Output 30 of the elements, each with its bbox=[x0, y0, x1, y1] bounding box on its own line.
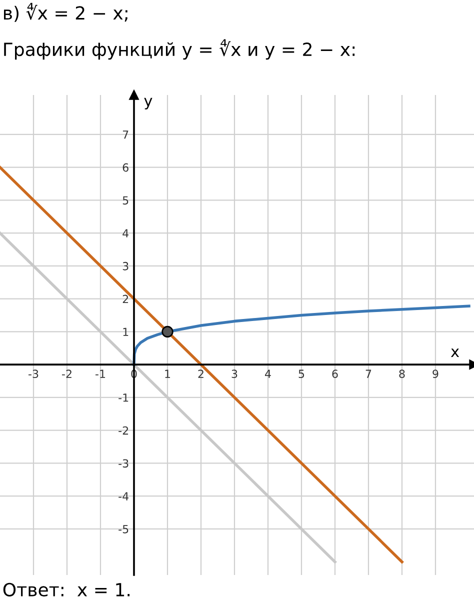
y-tick-label: -1 bbox=[118, 394, 128, 402]
x-tick-label: 8 bbox=[399, 370, 405, 378]
x-tick-label: 1 bbox=[165, 370, 170, 378]
y-tick-label: -2 bbox=[118, 426, 128, 435]
y-tick-label: -4 bbox=[118, 492, 129, 500]
y-tick-label: 1 bbox=[123, 328, 128, 336]
x-tick-label: 3 bbox=[232, 370, 238, 378]
y-tick-label: 5 bbox=[122, 196, 128, 205]
x-tick-label: 7 bbox=[366, 370, 372, 378]
chart-title: в) ∜x = 2 − x; bbox=[4, 2, 128, 22]
chart-subtitle: Графики функций y = ∜x и y = 2 − x: bbox=[4, 39, 355, 60]
x-tick-label: -2 bbox=[62, 370, 72, 378]
y-tick-label: -3 bbox=[118, 459, 128, 468]
x-tick-label: 4 bbox=[264, 370, 271, 378]
y-tick-label: -5 bbox=[118, 525, 128, 534]
y-tick-label: 4 bbox=[122, 229, 129, 238]
x-tick-label: 6 bbox=[332, 370, 338, 378]
x-tick-label: -1 bbox=[96, 370, 106, 378]
y-tick-label: 2 bbox=[122, 294, 128, 304]
y-axis-title: y bbox=[144, 98, 152, 110]
y-tick-label: 6 bbox=[122, 163, 128, 172]
y-tick-label: 3 bbox=[122, 262, 128, 270]
x-tick-label: 9 bbox=[432, 370, 438, 378]
x-tick-label: 2 bbox=[198, 370, 204, 378]
x-tick-label: 5 bbox=[298, 370, 304, 378]
x-axis-title: x bbox=[450, 348, 460, 357]
x-tick-label: -3 bbox=[28, 370, 38, 378]
y-tick-label: 7 bbox=[122, 130, 128, 139]
text: Ответ: x = 1. bbox=[3, 582, 130, 596]
line-series bbox=[132, 304, 470, 366]
